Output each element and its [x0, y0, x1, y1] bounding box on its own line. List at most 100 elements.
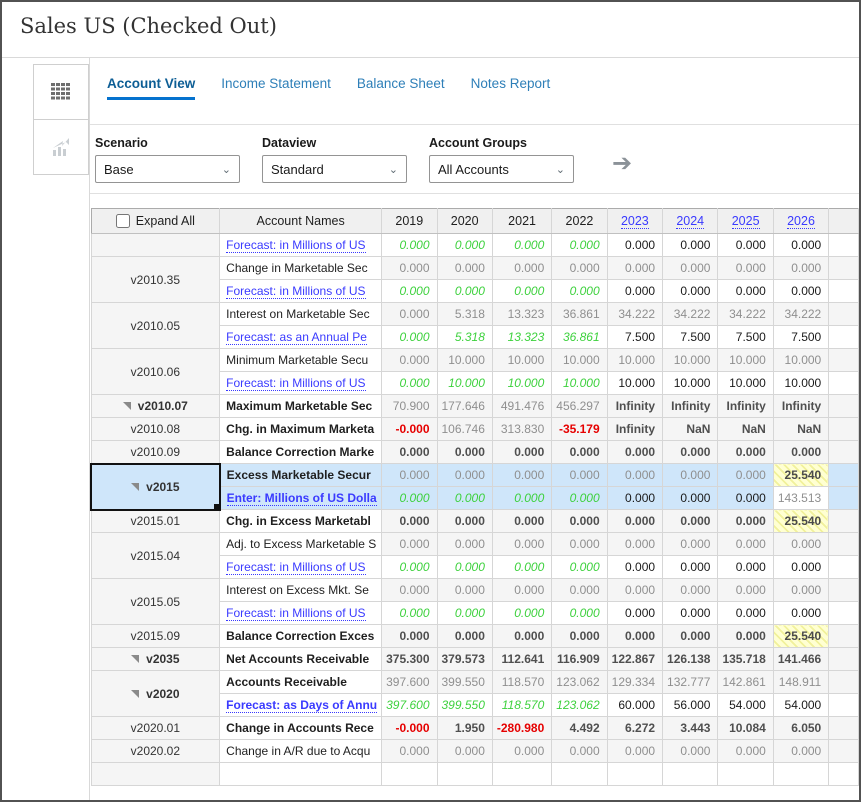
- value-cell[interactable]: 0.000: [606, 256, 664, 280]
- account-name-cell[interactable]: Change in Marketable Sec: [219, 256, 383, 280]
- value-cell[interactable]: 142.861: [717, 670, 774, 694]
- value-cell[interactable]: 0.000: [606, 601, 664, 625]
- value-cell[interactable]: 0.000: [491, 624, 553, 648]
- value-cell[interactable]: 10.000: [436, 348, 493, 372]
- value-cell[interactable]: 0.000: [491, 601, 553, 625]
- value-cell[interactable]: 106.746: [436, 417, 493, 441]
- year-header-2026[interactable]: 2026: [772, 208, 830, 234]
- value-cell[interactable]: 0.000: [662, 578, 719, 602]
- value-cell[interactable]: 0.000: [606, 233, 664, 257]
- collapse-triangle-icon[interactable]: [131, 655, 140, 663]
- value-cell[interactable]: 25.540: [772, 463, 830, 487]
- value-cell[interactable]: 0.000: [436, 578, 493, 602]
- value-cell[interactable]: 60.000: [606, 693, 664, 717]
- value-cell[interactable]: 0.000: [662, 440, 719, 464]
- value-cell[interactable]: 0.000: [491, 739, 553, 763]
- value-cell[interactable]: 0.000: [551, 601, 608, 625]
- value-cell[interactable]: 148.911: [772, 670, 830, 694]
- year-link[interactable]: 2024: [676, 214, 705, 229]
- value-cell[interactable]: 0.000: [491, 256, 553, 280]
- value-cell[interactable]: NaN: [772, 417, 830, 441]
- value-cell[interactable]: 0.000: [381, 624, 438, 648]
- value-cell[interactable]: 0.000: [491, 509, 553, 533]
- tab-balance-sheet[interactable]: Balance Sheet: [356, 76, 445, 91]
- collapse-triangle-icon[interactable]: [131, 689, 140, 698]
- value-cell[interactable]: 0.000: [772, 739, 830, 763]
- account-name-cell[interactable]: Forecast: in Millions of US: [219, 233, 383, 257]
- year-link[interactable]: 2025: [731, 214, 760, 229]
- account-code-cell[interactable]: v2015.01: [90, 509, 221, 533]
- account-name-cell[interactable]: Change in Accounts Rece: [219, 716, 383, 740]
- value-cell[interactable]: 0.000: [717, 532, 774, 556]
- value-cell[interactable]: 7.500: [662, 325, 719, 349]
- account-name-cell[interactable]: Interest on Excess Mkt. Se: [219, 578, 383, 602]
- value-cell[interactable]: 0.000: [717, 739, 774, 763]
- account-name-cell[interactable]: Forecast: in Millions of US: [219, 371, 383, 395]
- value-cell[interactable]: 0.000: [381, 555, 438, 579]
- value-cell[interactable]: 116.909: [551, 647, 608, 671]
- account-code-cell[interactable]: v2020.02: [90, 739, 221, 763]
- value-cell[interactable]: 0.000: [606, 463, 664, 487]
- value-cell[interactable]: 0.000: [381, 440, 438, 464]
- value-cell[interactable]: 0.000: [436, 555, 493, 579]
- value-cell[interactable]: 0.000: [551, 233, 608, 257]
- value-cell[interactable]: 0.000: [381, 348, 438, 372]
- value-cell[interactable]: 0.000: [551, 509, 608, 533]
- value-cell[interactable]: 34.222: [662, 302, 719, 326]
- value-cell[interactable]: 0.000: [662, 279, 719, 303]
- account-name-cell[interactable]: Forecast: in Millions of US: [219, 601, 383, 625]
- account-name-cell[interactable]: Chg. in Maximum Marketa: [219, 417, 383, 441]
- value-cell[interactable]: 0.000: [436, 601, 493, 625]
- account-name-cell[interactable]: Enter: Millions of US Dolla: [219, 486, 383, 510]
- value-cell[interactable]: 0.000: [662, 624, 719, 648]
- value-cell[interactable]: 0.000: [381, 325, 438, 349]
- value-cell[interactable]: NaN: [717, 417, 774, 441]
- value-cell[interactable]: 141.466: [772, 647, 830, 671]
- value-cell[interactable]: 0.000: [717, 578, 774, 602]
- value-cell[interactable]: 123.062: [551, 670, 608, 694]
- account-code-cell[interactable]: [90, 762, 221, 786]
- account-groups-select[interactable]: All Accounts ⌄: [429, 155, 574, 183]
- value-cell[interactable]: 0.000: [606, 555, 664, 579]
- value-cell[interactable]: 0.000: [436, 463, 493, 487]
- value-cell[interactable]: 491.476: [491, 394, 553, 418]
- expand-all-checkbox[interactable]: [115, 214, 130, 228]
- value-cell[interactable]: 397.600: [381, 670, 438, 694]
- account-name-cell[interactable]: Chg. in Excess Marketabl: [219, 509, 383, 533]
- account-code-cell[interactable]: v2015: [90, 462, 221, 511]
- value-cell[interactable]: 0.000: [381, 371, 438, 395]
- value-cell[interactable]: 0.000: [381, 509, 438, 533]
- value-cell[interactable]: 10.000: [772, 348, 830, 372]
- value-cell[interactable]: 25.540: [772, 624, 830, 648]
- value-cell[interactable]: 0.000: [606, 509, 664, 533]
- tab-income-statement[interactable]: Income Statement: [221, 76, 331, 91]
- value-cell[interactable]: 123.062: [551, 693, 608, 717]
- value-cell[interactable]: 10.000: [436, 371, 493, 395]
- value-cell[interactable]: 13.323: [491, 302, 553, 326]
- value-cell[interactable]: 0.000: [491, 233, 553, 257]
- value-cell[interactable]: 0.000: [662, 601, 719, 625]
- value-cell[interactable]: 0.000: [381, 463, 438, 487]
- year-link[interactable]: 2023: [620, 214, 649, 229]
- account-code-cell[interactable]: v2010.08: [90, 417, 221, 441]
- forecast-method-link[interactable]: Forecast: as an Annual Pe: [226, 330, 367, 345]
- value-cell[interactable]: [491, 762, 553, 786]
- value-cell[interactable]: 0.000: [717, 256, 774, 280]
- value-cell[interactable]: 10.084: [717, 716, 774, 740]
- forecast-method-link[interactable]: Forecast: in Millions of US: [226, 560, 366, 575]
- value-cell[interactable]: 54.000: [717, 693, 774, 717]
- account-name-cell[interactable]: [219, 762, 383, 786]
- value-cell[interactable]: 6.050: [772, 716, 830, 740]
- forecast-method-link[interactable]: Enter: Millions of US Dolla: [226, 491, 377, 506]
- value-cell[interactable]: 0.000: [551, 279, 608, 303]
- value-cell[interactable]: 0.000: [772, 233, 830, 257]
- account-code-cell[interactable]: v2010.07: [90, 394, 221, 418]
- value-cell[interactable]: 36.861: [551, 302, 608, 326]
- value-cell[interactable]: 399.550: [436, 693, 493, 717]
- account-code-cell[interactable]: v2035: [90, 647, 221, 671]
- value-cell[interactable]: 0.000: [606, 486, 664, 510]
- tab-notes-report[interactable]: Notes Report: [470, 76, 551, 91]
- value-cell[interactable]: 0.000: [436, 486, 493, 510]
- value-cell[interactable]: 0.000: [772, 279, 830, 303]
- value-cell[interactable]: 0.000: [717, 279, 774, 303]
